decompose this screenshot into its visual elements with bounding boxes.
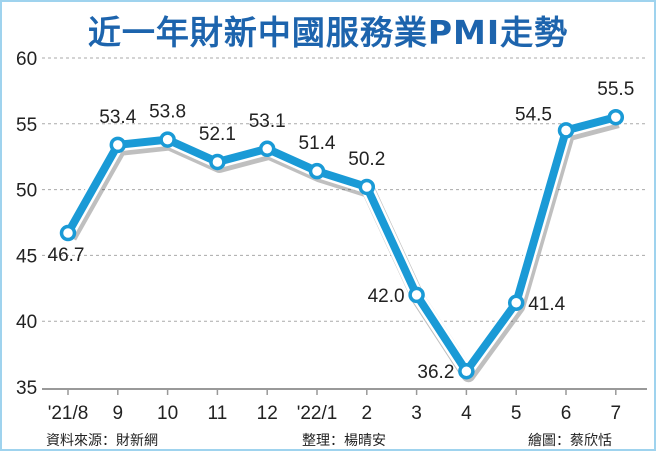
data-point (507, 294, 525, 312)
chart-title: 近一年財新中國服務業PMI走勢 (87, 13, 569, 52)
data-label: 50.2 (348, 149, 385, 170)
data-label: 53.8 (149, 102, 186, 123)
y-tick-label: 40 (16, 312, 37, 333)
x-tick-label: 3 (411, 403, 422, 424)
footer-artist: 繪圖：蔡欣恬 (528, 433, 612, 449)
y-tick-label: 45 (16, 246, 37, 267)
y-tick-label: 55 (16, 115, 37, 136)
x-tick-label: 5 (511, 403, 522, 424)
data-point (59, 224, 77, 242)
data-label: 42.0 (368, 286, 405, 307)
data-label: 53.4 (99, 107, 136, 128)
x-tick-label: 6 (561, 403, 572, 424)
data-point (159, 131, 176, 148)
data-point (458, 362, 475, 380)
data-label: 51.4 (299, 133, 336, 154)
y-tick-label: 35 (16, 378, 37, 399)
x-tick-label: 7 (611, 403, 622, 424)
x-tick-label: 12 (257, 403, 278, 424)
data-point (209, 153, 226, 171)
data-point (258, 140, 276, 158)
data-label: 54.5 (515, 104, 552, 125)
data-label: 53.1 (249, 111, 286, 132)
data-point (607, 108, 625, 126)
data-label: 46.7 (48, 245, 85, 266)
data-point (408, 286, 425, 304)
data-label: 55.5 (597, 79, 634, 100)
x-tick-label: '21/8 (48, 403, 89, 424)
series-line (64, 113, 617, 376)
data-label: 41.4 (528, 294, 565, 315)
x-tick-label: 9 (113, 403, 124, 424)
x-tick-label: 2 (362, 403, 373, 424)
data-point (557, 122, 575, 139)
y-tick-label: 50 (16, 181, 37, 202)
data-point (109, 136, 127, 154)
footer-source: 資料來源：財新網 (46, 433, 158, 449)
x-tick-label: '22/1 (297, 403, 338, 424)
x-tick-label: 11 (208, 403, 228, 424)
x-tick-label: 10 (157, 403, 178, 424)
x-tick-label: 4 (461, 403, 472, 424)
data-label: 36.2 (417, 362, 454, 383)
data-label: 52.1 (199, 124, 236, 145)
data-point (358, 178, 376, 196)
data-point (308, 162, 326, 180)
y-tick-label: 60 (16, 49, 37, 70)
footer-editor: 整理：楊晴安 (302, 433, 386, 449)
